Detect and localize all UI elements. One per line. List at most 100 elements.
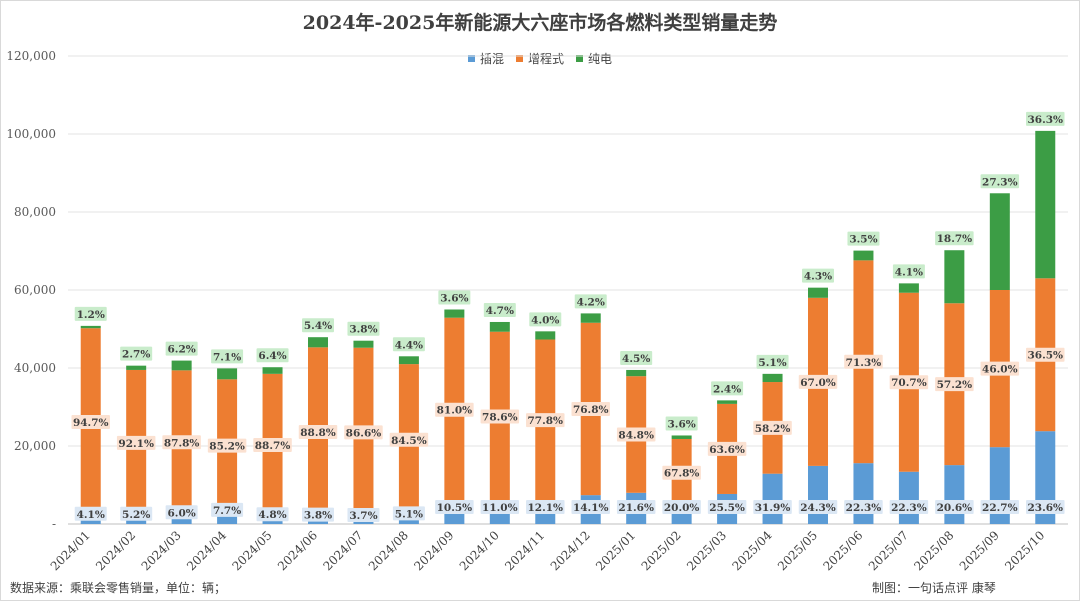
data-label: 86.6% [346,427,382,439]
data-label: 6.0% [168,507,196,519]
bar-phev [853,463,874,524]
bar-bev [853,250,874,261]
data-label: 6.2% [168,344,196,356]
data-label-box [302,318,334,333]
bar-bev [489,321,510,332]
data-label: 57.2% [937,379,973,391]
data-label-box [980,174,1020,189]
data-label-box [1026,347,1065,362]
chart-title: 2024年-2025年新能源大六座市场各燃料类型销量走势 [302,12,778,34]
data-label: 77.8% [527,415,563,427]
data-label-box [665,416,698,431]
data-label-box [389,432,429,447]
data-label-box [207,438,247,453]
data-label: 58.2% [755,423,791,435]
bar-bev [989,193,1010,290]
data-label-box [392,337,425,352]
bar-bev [80,325,101,329]
data-label: 3.8% [349,324,377,336]
data-label: 36.3% [1027,114,1063,126]
data-label: 23.6% [1027,502,1063,514]
data-label-box [889,375,929,390]
legend-swatch [576,55,583,62]
bar-bev [398,356,419,365]
data-label: 4.2% [577,296,605,308]
data-label-box [889,500,929,514]
data-label-box [165,341,198,356]
data-label-box [256,507,289,522]
x-tick-label: 2025/05 [775,528,820,573]
data-label-box [892,264,925,279]
bar-bev [353,340,374,348]
bar-bev [808,287,828,298]
data-label: 7.7% [213,505,241,517]
bar-bev [217,368,238,380]
data-label: 25.5% [709,502,745,514]
data-label: 3.6% [440,293,468,305]
data-label-box [480,500,520,514]
data-label-box [980,500,1020,514]
bar-bev [126,365,147,370]
x-tick-label: 2025/09 [957,528,1002,573]
data-label: 76.8% [573,404,609,416]
bar-bev [444,309,465,318]
data-label: 27.3% [982,176,1018,188]
bar-bev [171,360,192,371]
legend-swatch [467,55,475,62]
data-label: 31.9% [755,502,791,514]
x-tick-label: 2024/01 [48,528,93,573]
x-tick-label: 2025/06 [820,528,865,573]
data-label-box [71,415,110,430]
data-label-box [526,500,565,514]
data-label: 71.3% [846,357,882,369]
data-label-box [756,354,789,369]
x-tick-label: 2024/09 [411,528,456,573]
data-label-box [802,268,834,283]
bar-bev [308,337,328,348]
data-label-box [116,435,156,450]
x-tick-label: 2024/07 [320,528,365,573]
data-label-box [616,500,656,514]
data-label-box [844,500,883,514]
data-label: 11.0% [482,502,518,514]
data-label: 4.1% [77,509,105,521]
bar-bev [535,331,556,340]
y-tick-label: 60,000 [14,283,56,297]
x-tick-label: 2025/02 [639,528,684,573]
y-tick-label: 20,000 [14,439,56,453]
data-label: 81.0% [437,405,473,417]
data-label-box [844,354,883,369]
data-label-box [211,349,244,364]
x-tick-label: 2025/01 [593,528,638,573]
data-label: 4.3% [804,271,832,283]
data-label: 7.1% [213,351,241,363]
data-label-box [753,500,792,514]
data-label: 18.7% [937,233,973,245]
data-label: 14.1% [573,502,609,514]
data-label: 78.6% [482,412,518,424]
data-label: 5.2% [122,509,150,521]
data-label-box [529,312,562,327]
x-tick-label: 2025/07 [866,528,911,573]
data-label: 4.1% [895,266,923,278]
data-label-box [165,505,198,520]
bar-bev [944,250,965,304]
data-label: 4.4% [395,339,423,351]
data-label-box [574,294,607,309]
bar-bev [898,283,919,293]
data-label-box [707,500,747,514]
bar-phev [898,471,919,524]
data-label-box [256,348,289,363]
x-tick-label: 2024/04 [184,528,229,573]
data-label-box [662,500,701,514]
bar-phev [808,465,828,524]
data-label: 3.7% [349,510,377,522]
data-label: 67.0% [800,377,836,389]
data-label: 3.8% [304,510,332,522]
data-label-box [302,507,334,522]
data-label-box [935,500,974,514]
data-label-box [798,374,838,389]
data-label-box [571,500,610,514]
data-label: 2.4% [713,383,741,395]
